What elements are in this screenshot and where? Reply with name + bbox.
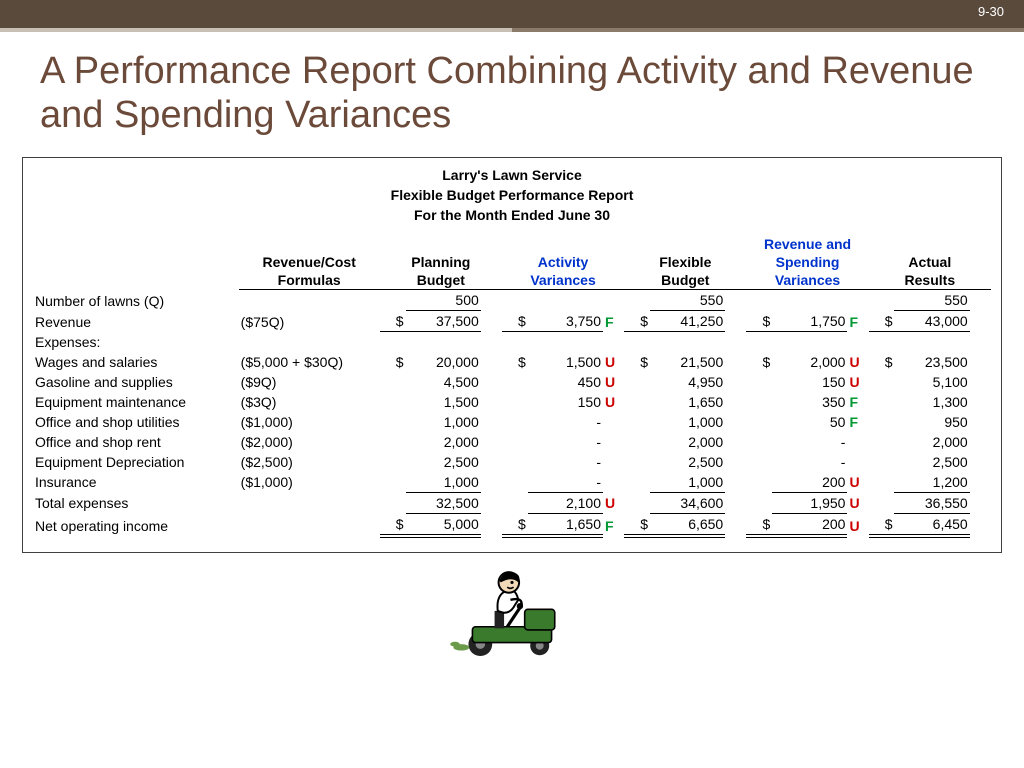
- report-header: Larry's Lawn Service Flexible Budget Per…: [33, 166, 991, 225]
- row-wages: Wages and salaries ($5,000 + $30Q) $20,0…: [33, 352, 991, 372]
- slide-title-block: A Performance Report Combining Activity …: [0, 32, 1024, 151]
- col-flex-top: Flexible: [624, 253, 746, 271]
- company-name: Larry's Lawn Service: [33, 166, 991, 186]
- row-utilities: Office and shop utilities ($1,000) 1,000…: [33, 412, 991, 432]
- row-revenue: Revenue ($75Q) $37,500 $3,750F $41,250 $…: [33, 311, 991, 332]
- col-plan-bot: Budget: [380, 271, 502, 290]
- row-insurance: Insurance ($1,000) 1,000 - 1,000 200U 1,…: [33, 472, 991, 493]
- col-actual-bot: Results: [869, 271, 991, 290]
- col-formula-top: Revenue/Cost: [239, 253, 380, 271]
- col-rs-bot: Variances: [746, 271, 868, 290]
- label-lawns: Number of lawns (Q): [33, 290, 239, 311]
- row-lawns: Number of lawns (Q) 500 550 550: [33, 290, 991, 311]
- riding-mower-icon: [447, 565, 577, 660]
- page-number-bar: 9-30: [0, 0, 1024, 28]
- performance-table: Revenue and Revenue/Cost Planning Activi…: [33, 235, 991, 538]
- row-total-expenses: Total expenses 32,500 2,100U 34,600 1,95…: [33, 492, 991, 513]
- col-formula-bot: Formulas: [239, 271, 380, 290]
- report-frame: Larry's Lawn Service Flexible Budget Per…: [22, 157, 1002, 552]
- col-plan-top: Planning: [380, 253, 502, 271]
- col-flex-bot: Budget: [624, 271, 746, 290]
- report-name: Flexible Budget Performance Report: [33, 186, 991, 206]
- report-period: For the Month Ended June 30: [33, 206, 991, 226]
- col-act-top: Activity: [502, 253, 624, 271]
- col-rs-mid: Spending: [746, 253, 868, 271]
- row-rent: Office and shop rent ($2,000) 2,000 - 2,…: [33, 432, 991, 452]
- col-rs-top: Revenue and: [746, 235, 868, 253]
- col-act-bot: Variances: [502, 271, 624, 290]
- col-actual-top: Actual: [869, 253, 991, 271]
- row-expenses-header: Expenses:: [33, 332, 991, 352]
- clipart-mower: [0, 565, 1024, 665]
- row-gas: Gasoline and supplies ($9Q) 4,500 450U 4…: [33, 372, 991, 392]
- row-depr: Equipment Depreciation ($2,500) 2,500 - …: [33, 452, 991, 472]
- slide-title: A Performance Report Combining Activity …: [40, 50, 984, 137]
- row-equip-maint: Equipment maintenance ($3Q) 1,500 150U 1…: [33, 392, 991, 412]
- page-number: 9-30: [978, 4, 1004, 19]
- row-noi: Net operating income $5,000 $1,650F $6,6…: [33, 513, 991, 536]
